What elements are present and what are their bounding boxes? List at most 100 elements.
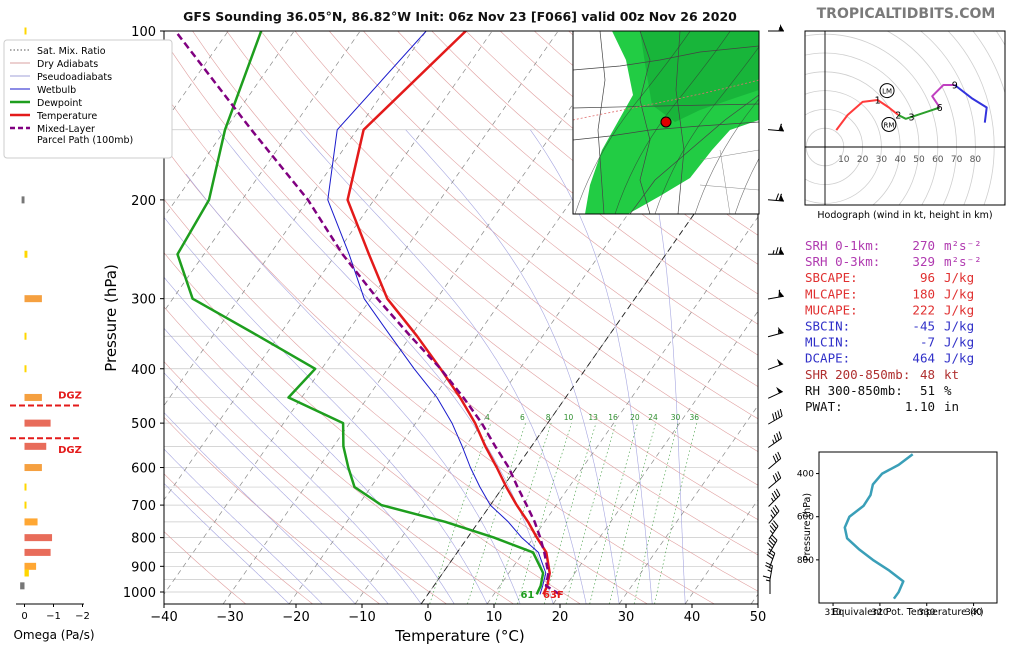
chart-title: GFS Sounding 36.05°N, 86.82°W Init: 06z … [183, 9, 737, 24]
barb-full [770, 509, 776, 517]
inset-map-frame [572, 30, 760, 215]
y-tick-label: 400 [131, 363, 156, 378]
hodo-height-label: 3 [908, 112, 914, 123]
wind-barb [767, 358, 784, 370]
mixing-ratio-line [609, 423, 656, 604]
x-tick-label: 10 [486, 610, 503, 625]
hodo-marker-lm [879, 83, 895, 99]
barb-half [767, 569, 772, 573]
omega-bar [24, 501, 27, 509]
dgz-label: DGZ [58, 390, 82, 401]
omega-bar [24, 518, 38, 526]
skewt-ylabel: Pressure (hPa) [102, 264, 120, 372]
isotherm-line [222, 31, 625, 604]
mixing-ratio-line [565, 423, 617, 604]
map-contour [654, 46, 759, 214]
wind-barb [768, 24, 784, 32]
mixing-ratio-line [544, 423, 597, 604]
barb-full [775, 473, 779, 481]
index-unit: % [944, 383, 952, 398]
barb-half [778, 26, 781, 32]
mixing-ratio-label: 30 [671, 413, 681, 422]
inset-map-content [573, 31, 759, 214]
map-county [699, 149, 759, 214]
dry-adiabat-line [328, 31, 758, 387]
theta-e-panel: 310 320 330 340 400 600 800 Equivalent Pot. Te… [797, 451, 998, 618]
barb-full [770, 537, 776, 544]
index-unit: m²s⁻² [944, 238, 982, 253]
mixing-ratio-label: 10 [564, 413, 574, 422]
skewt-frame [163, 30, 759, 605]
omega-bar [24, 250, 28, 258]
x-tick-label: −30 [216, 610, 243, 625]
mixing-ratio-label: 8 [546, 413, 551, 422]
hodo-segment [835, 99, 878, 131]
pseudoadiabat-line [530, 129, 653, 604]
wind-barbs [762, 24, 784, 594]
index-label: SBCAPE: [805, 270, 858, 285]
hodograph-frame [804, 30, 1006, 206]
pseudoadiabat-line [164, 412, 356, 604]
pseudoadiabat-line [299, 129, 587, 604]
map-isotherm [573, 79, 759, 121]
mixing-ratio-line [633, 423, 679, 604]
dry-adiabat-line [164, 416, 380, 604]
pseudoadiabat-line [217, 129, 554, 604]
barb-half [770, 514, 774, 519]
wind-barb [768, 247, 784, 255]
barb-full [778, 123, 783, 131]
pseudoadiabat-line [185, 174, 521, 604]
barb-full [771, 492, 777, 500]
hodograph-content: 10 20 30 40 50 60 70 80 1 2 3 6 9 LM RM [805, 31, 1005, 205]
omega-bar [24, 393, 42, 401]
theta-e-content [843, 453, 914, 600]
mixing-ratio-label: 13 [588, 413, 598, 422]
dry-adiabat-line [164, 92, 758, 592]
isotherm-line [164, 31, 559, 595]
index-label: MLCIN: [805, 335, 850, 350]
map-contour [734, 157, 759, 214]
barb-full [768, 548, 776, 554]
dry-adiabat-line [164, 39, 758, 556]
dgz-label: DGZ [58, 445, 82, 456]
barb-full [778, 193, 783, 201]
x-tick-label: −10 [348, 610, 375, 625]
surface-temperature-label: 63F [543, 590, 564, 601]
y-tick-label: 300 [131, 293, 156, 308]
omega-bar [24, 419, 51, 427]
omega-bar [24, 365, 27, 373]
dry-adiabat-line [226, 31, 758, 486]
wind-barb [767, 386, 783, 399]
index-unit: in [944, 399, 959, 414]
omega-tick-label: 0 [21, 611, 27, 622]
isotherm-line [750, 593, 758, 604]
barb-staff [768, 415, 783, 425]
hodo-marker-label-rm: RM [883, 121, 894, 129]
omega-panel: DGZ DGZ 0 −1 −2 Omega (Pa/s) [10, 27, 95, 642]
index-value: 96 [920, 270, 935, 285]
theta-e-xtick-label: 330 [918, 608, 935, 618]
theta-e-xtick-label: 340 [965, 608, 982, 618]
barb-flag [777, 358, 784, 366]
index-unit: J/kg [944, 351, 974, 366]
mixing-ratio-line [495, 423, 552, 604]
barb-full [765, 565, 773, 570]
index-value: 48 [920, 367, 935, 382]
wind-barb [768, 451, 782, 470]
wind-barb [766, 548, 776, 569]
pseudoadiabat-line [164, 327, 422, 604]
wind-barb [767, 534, 778, 555]
skewt-background-lines: 4 6 8 10 13 16 20 24 30 36 [164, 31, 758, 604]
index-value: 464 [912, 351, 935, 366]
barb-half [772, 439, 775, 444]
omega-bar [24, 27, 27, 35]
index-unit: J/kg [944, 302, 974, 317]
mixing-ratio-line [654, 423, 697, 604]
wind-barb [768, 488, 781, 507]
omega-bar [24, 562, 37, 570]
map-boundary [675, 31, 685, 214]
mixing-ratio-label: 4 [485, 413, 490, 422]
wind-barb [762, 575, 771, 594]
hodo-marker-rm [881, 116, 897, 132]
barb-full [777, 471, 782, 479]
